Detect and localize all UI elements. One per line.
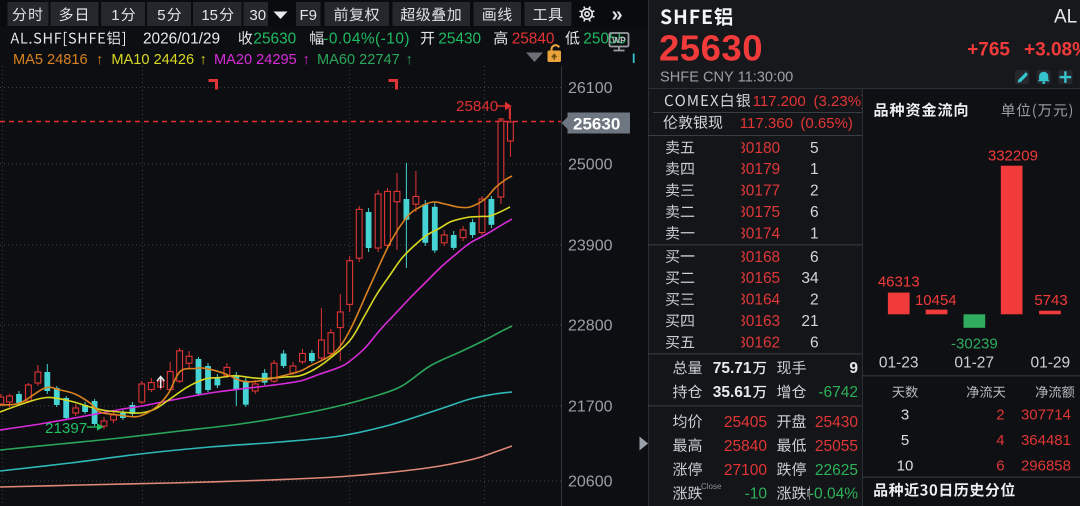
svg-text:AL: AL (1054, 7, 1077, 28)
svg-text:4: 4 (996, 432, 1004, 449)
svg-text:25430: 25430 (438, 31, 481, 48)
svg-text:3: 3 (901, 407, 909, 424)
svg-text:2: 2 (810, 183, 819, 200)
svg-text:↑: ↑ (200, 52, 207, 68)
svg-text:(3.23%): (3.23%) (814, 93, 867, 110)
svg-text:364481: 364481 (1021, 432, 1071, 449)
svg-text:22625: 22625 (815, 462, 858, 479)
svg-text:25840: 25840 (724, 438, 767, 455)
svg-text:117.360: 117.360 (740, 115, 793, 132)
svg-text:26100: 26100 (568, 80, 613, 97)
svg-text:75.71: 75.71 (713, 360, 752, 377)
svg-text:25630: 25630 (253, 31, 296, 48)
svg-text:30180: 30180 (737, 140, 780, 157)
svg-text:↑: ↑ (406, 52, 413, 68)
svg-text:10: 10 (897, 457, 914, 474)
svg-text:6: 6 (810, 249, 819, 266)
svg-text:35.61: 35.61 (713, 384, 752, 401)
svg-text:46313: 46313 (878, 274, 920, 291)
svg-text:25430: 25430 (815, 414, 858, 431)
svg-text:6: 6 (810, 335, 819, 352)
svg-text:6: 6 (996, 457, 1004, 474)
svg-text:296858: 296858 (1021, 457, 1071, 474)
svg-text:-6742: -6742 (818, 384, 858, 401)
svg-text:332209: 332209 (988, 148, 1038, 165)
svg-text:30168: 30168 (737, 249, 780, 266)
svg-text:25840: 25840 (512, 31, 555, 48)
svg-text:01-27: 01-27 (954, 355, 994, 372)
svg-text:-0.04%: -0.04% (809, 486, 858, 503)
svg-text:30163: 30163 (737, 313, 780, 330)
svg-text:30174: 30174 (737, 226, 780, 243)
svg-text:21397: 21397 (45, 420, 87, 437)
svg-text:25000: 25000 (568, 156, 613, 173)
svg-text:SHFE CNY 11:30:00: SHFE CNY 11:30:00 (660, 70, 793, 86)
svg-text:01-23: 01-23 (879, 355, 919, 372)
svg-text:30175: 30175 (737, 204, 780, 221)
svg-text:MA60 22747: MA60 22747 (317, 52, 400, 68)
svg-text:21: 21 (801, 313, 818, 330)
svg-text:22800: 22800 (568, 318, 613, 335)
svg-text:15: 15 (201, 7, 218, 24)
svg-text:+765: +765 (967, 40, 1010, 61)
svg-text:30177: 30177 (737, 183, 780, 200)
svg-text:WP: WP (612, 35, 626, 45)
svg-text:25630: 25630 (573, 115, 620, 134)
svg-text:-30239: -30239 (951, 336, 998, 353)
svg-text:25405: 25405 (724, 414, 767, 431)
svg-text:34: 34 (801, 270, 819, 287)
svg-text:20600: 20600 (568, 474, 613, 491)
svg-text:30165: 30165 (737, 270, 780, 287)
svg-text:9: 9 (849, 360, 858, 377)
svg-text:30164: 30164 (737, 292, 780, 309)
svg-text:25840: 25840 (456, 98, 498, 115)
svg-text:↑: ↑ (303, 52, 310, 68)
svg-text:30179: 30179 (737, 161, 780, 178)
svg-text:MA10 24426: MA10 24426 (111, 52, 194, 68)
svg-text:23900: 23900 (568, 238, 613, 255)
svg-text:+3.08%: +3.08% (1024, 40, 1080, 61)
svg-text:21700: 21700 (568, 399, 613, 416)
svg-text:Close: Close (701, 482, 722, 491)
svg-text:1: 1 (810, 161, 819, 178)
svg-text:10454: 10454 (915, 292, 957, 309)
svg-text:MA20 24295: MA20 24295 (214, 52, 297, 68)
svg-text:6: 6 (810, 204, 819, 221)
svg-text:30162: 30162 (737, 335, 780, 352)
svg-text:1: 1 (810, 226, 819, 243)
svg-text:25055: 25055 (815, 438, 858, 455)
svg-text:307714: 307714 (1021, 407, 1071, 424)
svg-text:»: » (611, 4, 622, 26)
svg-text:2026/01/29: 2026/01/29 (143, 31, 220, 48)
svg-text:2: 2 (810, 292, 819, 309)
svg-text:5: 5 (901, 432, 909, 449)
svg-text:117.200: 117.200 (753, 93, 806, 110)
svg-text:↑: ↑ (96, 52, 103, 68)
svg-text:-0.04%(-10): -0.04%(-10) (323, 31, 410, 48)
svg-text:01-29: 01-29 (1030, 355, 1070, 372)
svg-text:5: 5 (810, 140, 819, 157)
svg-text:25055: 25055 (583, 31, 626, 48)
svg-text:5: 5 (157, 7, 165, 24)
svg-text:F9: F9 (299, 7, 317, 24)
svg-text:MA5 24816: MA5 24816 (13, 52, 88, 68)
svg-text:5743: 5743 (1034, 292, 1067, 309)
svg-text:25630: 25630 (659, 28, 763, 69)
svg-text:-10: -10 (745, 486, 768, 503)
svg-text:2: 2 (996, 407, 1004, 424)
svg-text:1: 1 (111, 7, 119, 24)
svg-text:(0.65%): (0.65%) (800, 115, 853, 132)
svg-text:27100: 27100 (724, 462, 767, 479)
svg-text:30: 30 (249, 7, 266, 24)
